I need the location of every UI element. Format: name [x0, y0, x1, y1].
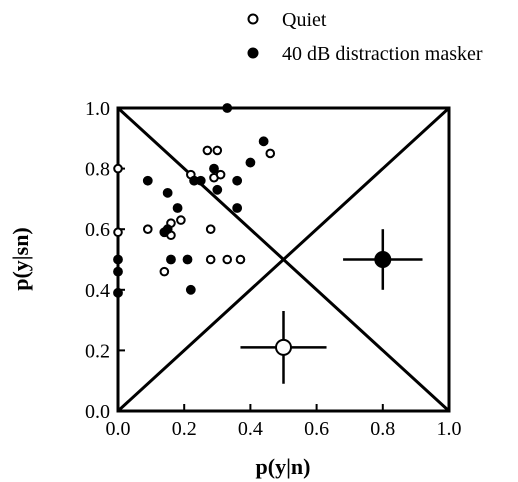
- masker-point: [232, 175, 243, 186]
- x-tick-label: 0.4: [238, 418, 263, 440]
- masker-point: [142, 175, 153, 186]
- y-axis-title: p(y|sn): [8, 227, 33, 291]
- x-tick-label: 0.2: [172, 418, 197, 440]
- masker-point: [185, 284, 196, 295]
- y-tick-label: 0.4: [85, 280, 110, 302]
- y-tick-label: 1.0: [85, 98, 110, 120]
- quiet-point: [142, 224, 153, 234]
- quiet-point: [222, 254, 233, 265]
- legend: Quiet 40 dB distraction masker: [247, 9, 483, 65]
- legend-entry-masker: 40 dB distraction masker: [247, 43, 483, 65]
- mean-error-bars: [240, 229, 423, 384]
- quiet-point: [215, 169, 226, 180]
- quiet-point: [176, 215, 186, 225]
- quiet-point: [113, 227, 123, 238]
- legend-label-quiet: Quiet: [282, 9, 327, 31]
- data-points: [113, 103, 276, 298]
- y-tick-label: 0.6: [85, 219, 110, 241]
- masker-point: [162, 224, 173, 235]
- quiet-point: [113, 163, 123, 174]
- masker-point: [232, 203, 243, 213]
- x-tick-label: 0.0: [106, 418, 131, 440]
- quiet-point: [159, 266, 170, 277]
- x-tick-label: 0.6: [304, 418, 329, 440]
- x-axis-title: p(y|n): [256, 454, 311, 479]
- quiet-mean-point: [275, 338, 292, 356]
- quiet-point: [235, 254, 246, 265]
- masker-mean-point: [374, 251, 392, 268]
- legend-marker-filled-circle: [247, 47, 259, 59]
- masker-point: [113, 254, 123, 265]
- masker-point: [258, 136, 269, 147]
- legend-entry-quiet: Quiet: [247, 9, 327, 31]
- x-tick-label: 0.8: [370, 418, 395, 440]
- masker-point: [245, 157, 256, 168]
- masker-point: [162, 187, 173, 198]
- quiet-point: [212, 145, 223, 156]
- y-tick-label: 0.8: [85, 159, 110, 181]
- masker-point: [172, 203, 183, 213]
- masker-point: [209, 163, 219, 174]
- masker-point: [166, 254, 176, 265]
- quiet-point: [265, 148, 276, 159]
- x-tick-label: 1.0: [437, 418, 462, 440]
- y-tick-label: 0.2: [85, 340, 110, 362]
- quiet-point: [205, 254, 216, 265]
- quiet-point: [205, 224, 216, 234]
- masker-point: [113, 287, 123, 298]
- masker-point: [113, 266, 123, 277]
- masker-point: [182, 254, 193, 265]
- anti-diagonal: [116, 106, 451, 413]
- masker-point: [222, 103, 233, 113]
- y-tick-label: 0.0: [85, 401, 110, 423]
- legend-marker-open-circle: [247, 13, 259, 25]
- legend-label-masker: 40 dB distraction masker: [282, 43, 483, 65]
- x-axis-ticks: 0.0 0.2 0.4 0.6 0.8 1.0: [106, 404, 462, 440]
- quiet-point: [202, 145, 213, 156]
- masker-point: [195, 175, 206, 186]
- y-axis-ticks: 0.0 0.2 0.4 0.6 0.8 1.0: [85, 98, 125, 423]
- masker-point: [212, 184, 223, 195]
